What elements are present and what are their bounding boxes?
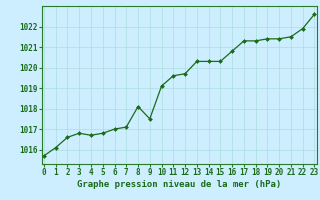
X-axis label: Graphe pression niveau de la mer (hPa): Graphe pression niveau de la mer (hPa): [77, 180, 281, 189]
